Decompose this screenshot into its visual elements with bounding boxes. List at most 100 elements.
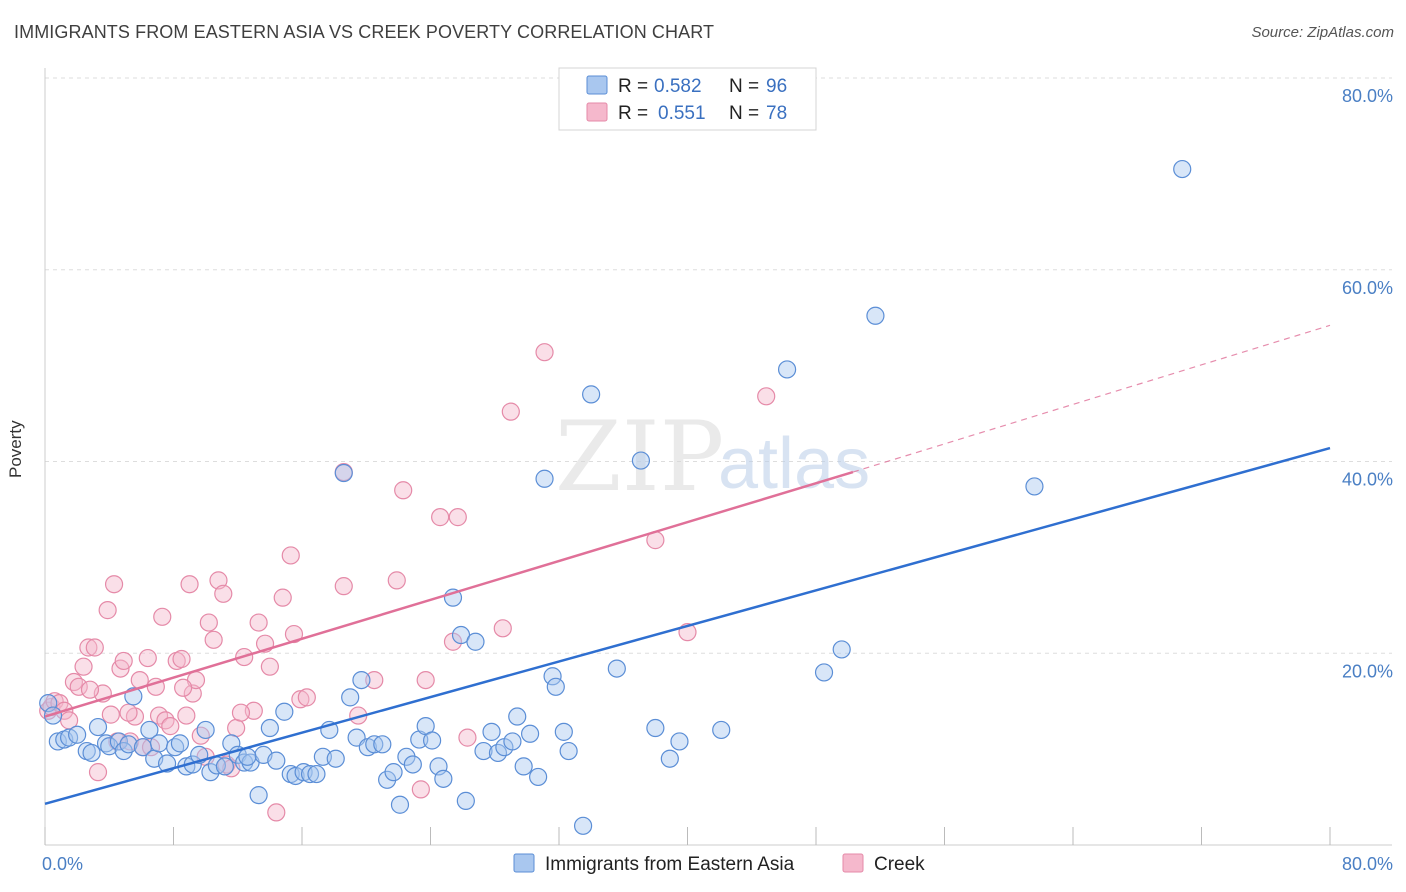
- creek-point-10: [85, 638, 104, 657]
- watermark-atlas: atlas: [718, 424, 870, 504]
- eastern-asia-point-16: [140, 720, 159, 740]
- legend-r-label-1: R =: [618, 76, 648, 97]
- creek-point-36: [191, 726, 210, 745]
- eastern-asia-point-83: [607, 659, 626, 678]
- creek-point-47: [249, 613, 268, 632]
- eastern-asia-point-57: [403, 755, 422, 774]
- creek-point-68: [493, 619, 512, 638]
- eastern-asia-point-54: [384, 763, 403, 782]
- eastern-asia-point-2: [48, 732, 67, 751]
- watermark-zip: ZIP: [555, 401, 724, 513]
- creek-point-39: [204, 630, 223, 649]
- legend-r-label-2: R =: [618, 103, 648, 124]
- creek-point-31: [172, 649, 191, 669]
- eastern-asia-point-68: [482, 722, 501, 741]
- eastern-asia-point-95: [238, 747, 257, 766]
- eastern-asia-point-37: [275, 702, 294, 721]
- creek-point-51: [273, 588, 292, 607]
- eastern-asia-point-73: [514, 757, 533, 776]
- creek-point-66: [448, 508, 467, 527]
- legend-box: R = 0.582 N = 96 R = 0.551 N = 78: [558, 67, 817, 131]
- creek-point-67: [458, 728, 477, 747]
- creek-point-13: [98, 601, 117, 620]
- eastern-asia-point-88: [712, 720, 731, 740]
- creek-point-63: [416, 670, 435, 690]
- eastern-asia-point-55: [390, 795, 410, 814]
- eastern-asia-point-13: [119, 735, 138, 754]
- eastern-asia-point-52: [373, 735, 392, 754]
- legend-n-value-2: 78: [766, 103, 787, 124]
- eastern-asia-point-85: [646, 718, 665, 738]
- legend-swatch-pink: [586, 102, 608, 122]
- eastern-asia-point-46: [334, 463, 353, 483]
- y-tick-label-0: 20.0%: [1342, 661, 1393, 681]
- eastern-asia-point-18: [149, 734, 169, 753]
- creek-point-69: [501, 402, 520, 421]
- eastern-asia-point-94: [777, 360, 797, 379]
- creek-point-11: [88, 763, 108, 782]
- bottom-legend-swatch-pink: [842, 853, 864, 873]
- legend-r-value-2: 0.551: [658, 103, 706, 124]
- bottom-legend: Immigrants from Eastern Asia Creek: [513, 853, 925, 875]
- creek-point-29: [161, 717, 180, 736]
- eastern-asia-point-10: [100, 737, 119, 756]
- legend-swatch-blue: [586, 75, 608, 95]
- creek-point-23: [138, 648, 157, 668]
- creek-trend-extension: [852, 324, 1331, 473]
- creek-point-8: [74, 657, 93, 676]
- creek-point-44: [227, 718, 246, 738]
- creek-point-32: [177, 706, 196, 725]
- eastern-asia-point-89: [814, 663, 834, 682]
- eastern-asia-point-67: [474, 741, 493, 761]
- eastern-asia-point-45: [326, 749, 345, 768]
- creek-point-50: [267, 803, 286, 822]
- creek-point-53: [284, 624, 304, 644]
- creek-point-59: [365, 670, 384, 690]
- eastern-asia-point-8: [88, 717, 108, 737]
- bottom-legend-swatch-blue: [513, 853, 535, 873]
- eastern-asia-point-21: [170, 734, 190, 753]
- creek-point-70: [535, 343, 554, 362]
- eastern-asia-point-60: [423, 731, 442, 750]
- creek-point-7: [69, 677, 88, 696]
- eastern-asia-point-72: [508, 707, 527, 726]
- creek-point-52: [281, 546, 300, 565]
- eastern-asia-point-7: [82, 743, 101, 763]
- eastern-asia-point-36: [267, 751, 286, 770]
- eastern-asia-point-78: [546, 677, 565, 696]
- eastern-asia-point-93: [1173, 159, 1192, 179]
- eastern-asia-point-79: [554, 722, 573, 741]
- legend-n-label-1: N =: [729, 76, 759, 97]
- creek-point-77: [80, 680, 100, 699]
- eastern-asia-point-5: [68, 725, 87, 744]
- source-credit: Source: ZipAtlas.com: [1251, 24, 1394, 41]
- eastern-asia-point-80: [559, 741, 578, 761]
- eastern-asia-point-91: [866, 306, 885, 325]
- eastern-asia-point-74: [520, 724, 540, 743]
- y-tick-label-2: 60.0%: [1342, 278, 1393, 298]
- eastern-asia-point-41: [300, 764, 320, 784]
- creek-point-73: [757, 387, 776, 406]
- creek-point-74: [119, 703, 138, 722]
- creek-point-49: [260, 657, 279, 676]
- creek-point-9: [79, 638, 98, 657]
- eastern-asia-point-86: [660, 749, 679, 768]
- creek-point-55: [297, 688, 316, 707]
- eastern-asia-point-28: [215, 757, 234, 776]
- creek-point-28: [156, 711, 175, 730]
- creek-point-60: [387, 571, 406, 590]
- eastern-asia-point-82: [582, 385, 601, 404]
- creek-point-14: [101, 705, 120, 724]
- creek-point-57: [334, 577, 353, 596]
- eastern-asia-point-81: [573, 816, 593, 835]
- creek-point-18: [114, 651, 133, 671]
- eastern-asia-point-42: [307, 764, 326, 784]
- creek-point-75: [231, 703, 251, 722]
- eastern-asia-point-33: [249, 786, 268, 805]
- creek-point-15: [104, 575, 124, 594]
- gridlines: [45, 77, 1392, 654]
- bottom-legend-label-blue: Immigrants from Eastern Asia: [545, 854, 795, 875]
- creek-point-76: [174, 678, 193, 697]
- creek-point-27: [153, 607, 172, 626]
